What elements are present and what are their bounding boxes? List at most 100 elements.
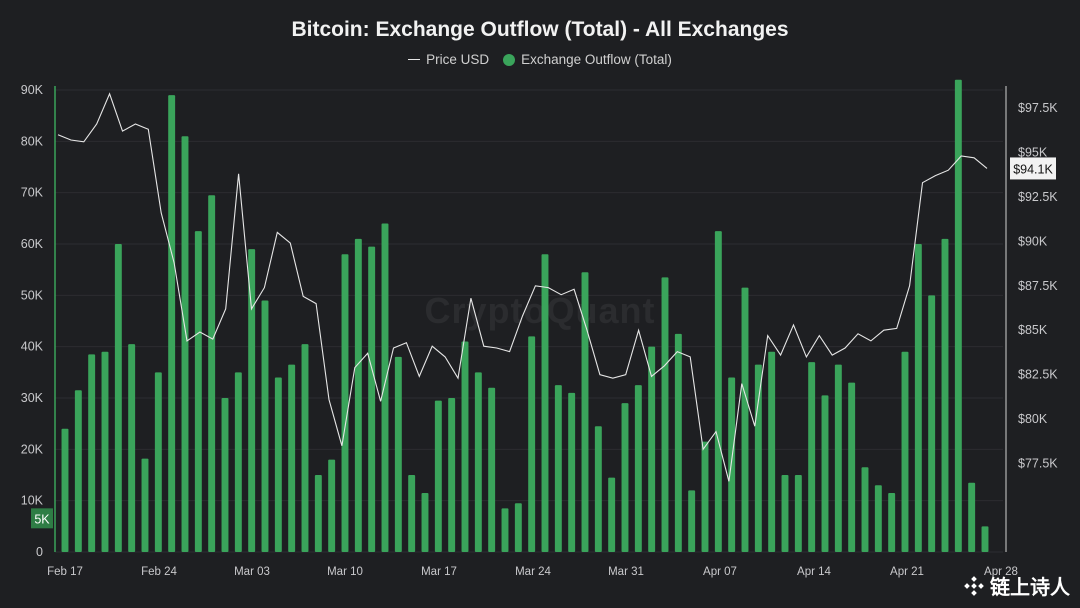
outflow-bar — [181, 136, 189, 552]
y-right-tick-label: $95K — [1018, 145, 1048, 159]
outflow-bar — [728, 377, 736, 552]
outflow-bar — [621, 403, 629, 552]
outflow-bar — [168, 95, 176, 552]
brand-badge: 链上诗人 — [964, 571, 1070, 600]
outflow-bar — [368, 246, 376, 553]
outflow-bar — [808, 362, 816, 552]
outflow-bar — [208, 195, 216, 552]
outflow-bar — [328, 459, 336, 552]
outflow-bar — [288, 364, 296, 552]
outflow-bar — [248, 249, 256, 552]
outflow-bar — [754, 364, 762, 552]
outflow-bar — [101, 351, 109, 552]
x-tick-label: Apr 14 — [797, 566, 831, 578]
y-right-tick-label: $92.5K — [1018, 190, 1058, 204]
outflow-bar — [488, 387, 496, 552]
y-left-tick-label: 10K — [21, 494, 44, 508]
outflow-bar — [848, 382, 856, 552]
outflow-bar — [501, 508, 509, 552]
outflow-bar — [194, 231, 202, 552]
outflow-bar — [914, 244, 922, 552]
current-price-badge — [1010, 157, 1056, 180]
legend-price-label: Price USD — [426, 52, 490, 67]
axis-layer: 0 10K 20K 30K 40K 50K 60K 70K 80K 90K $77.5K $80K $8… — [21, 83, 1059, 578]
outflow-bar — [114, 244, 122, 552]
y-right-tick-label: $97.5K — [1018, 101, 1058, 115]
y-right-tick-label: $82.5K — [1018, 368, 1058, 382]
legend: Price USD Exchange Outflow (Total) — [0, 52, 1080, 67]
outflow-bar — [314, 475, 322, 552]
outflow-bar — [88, 354, 96, 552]
watermark: CryptoQuant — [424, 290, 656, 331]
outflow-bar — [861, 467, 869, 552]
outflow-bar — [834, 364, 842, 552]
outflow-bar — [794, 475, 802, 552]
y-left-tick-label: 20K — [21, 442, 44, 456]
outflow-bar — [234, 372, 242, 552]
outflow-bar — [674, 333, 682, 552]
outflow-bar — [261, 300, 269, 552]
outflow-bar — [514, 503, 522, 552]
price-line — [57, 92, 988, 482]
outflow-bar — [61, 428, 69, 552]
outflow-bar — [301, 344, 309, 552]
y-left-tick-label: 60K — [21, 237, 44, 251]
outflow-bar — [421, 492, 429, 552]
outflow-bar — [968, 482, 976, 552]
outflow-bar — [381, 223, 389, 552]
y-right-tick-label: $85K — [1018, 323, 1048, 337]
y-left-tick-label: 0 — [36, 545, 43, 559]
current-outflow-label: 5K — [34, 512, 50, 526]
outflow-bar — [648, 346, 656, 552]
x-tick-label: Mar 24 — [515, 566, 551, 578]
price-line-swatch — [408, 58, 421, 61]
outflow-bar — [941, 238, 949, 552]
brand-text: 链上诗人 — [990, 577, 1070, 599]
y-right-tick-label: $90K — [1018, 234, 1048, 248]
outflow-bar — [714, 231, 722, 552]
y-left-tick-label: 50K — [21, 288, 44, 302]
outflow-bar — [141, 458, 149, 552]
outflow-bar — [541, 254, 549, 552]
y-left-tick-label: 30K — [21, 391, 44, 405]
outflow-bar — [581, 272, 589, 552]
outflow-bar — [701, 441, 709, 552]
outflow-bar — [634, 385, 642, 552]
outflow-bar — [568, 392, 576, 552]
x-tick-label: Feb 24 — [141, 566, 177, 578]
current-price-label: $94.1K — [1013, 162, 1053, 176]
outflow-bar — [981, 526, 989, 552]
outflow-bar — [448, 398, 456, 552]
outflow-bar — [608, 477, 616, 552]
outflow-bar — [74, 390, 82, 552]
y-right-tick-label: $87.5K — [1018, 279, 1058, 293]
outflow-bar — [221, 398, 229, 552]
y-right-tick-label: $80K — [1018, 412, 1048, 426]
line-layer — [57, 92, 988, 482]
outflow-bar — [528, 336, 536, 552]
x-tick-label: Mar 31 — [608, 566, 644, 578]
y-left-tick-label: 70K — [21, 186, 44, 200]
outflow-bar — [154, 372, 162, 552]
x-tick-label: Mar 10 — [327, 566, 363, 578]
outflow-bar — [408, 475, 416, 552]
outflow-bar — [341, 254, 349, 552]
x-tick-label: Apr 28 — [984, 566, 1018, 578]
y-left-tick-label: 90K — [21, 83, 44, 97]
legend-item-outflow[interactable]: Exchange Outflow (Total) — [503, 52, 672, 67]
outflow-bar — [821, 395, 829, 552]
x-tick-label: Feb 17 — [47, 566, 83, 578]
outflow-bar — [901, 351, 909, 552]
outflow-bar — [874, 485, 882, 552]
x-tick-label: Apr 07 — [703, 566, 737, 578]
x-tick-label: Mar 17 — [421, 566, 457, 578]
legend-item-price[interactable]: Price USD — [408, 52, 489, 67]
y-left-tick-label: 80K — [21, 134, 44, 148]
outflow-bar — [768, 351, 776, 552]
outflow-bar — [781, 475, 789, 552]
legend-outflow-label: Exchange Outflow (Total) — [521, 52, 672, 67]
chart-title: Bitcoin: Exchange Outflow (Total) - All … — [291, 18, 789, 41]
outflow-bar — [661, 277, 669, 552]
outflow-bar — [461, 341, 469, 552]
outflow-dot-swatch — [503, 53, 516, 66]
